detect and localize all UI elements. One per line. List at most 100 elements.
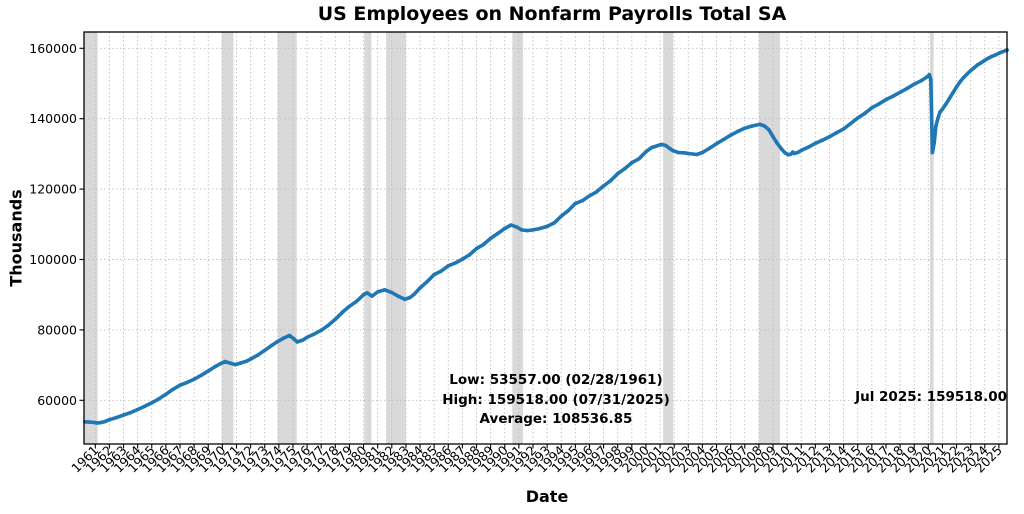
data-point-marker: [514, 225, 519, 229]
data-point-marker: [587, 194, 592, 198]
data-point-marker: [827, 134, 832, 139]
data-point-marker: [171, 387, 175, 392]
data-point-marker: [884, 97, 888, 102]
data-point-marker: [813, 141, 818, 146]
data-point-marker: [972, 65, 976, 70]
data-point-marker: [958, 79, 962, 84]
data-point-marker: [135, 407, 140, 412]
recession-band: [512, 32, 523, 444]
data-point-marker: [594, 190, 599, 194]
data-point-marker: [728, 133, 733, 137]
data-point-marker: [912, 82, 916, 86]
data-point-marker: [682, 151, 686, 155]
data-point-marker: [291, 336, 296, 341]
recession-band: [277, 32, 297, 444]
data-point-marker: [281, 336, 285, 341]
data-point-marker: [192, 377, 196, 382]
data-point-marker: [326, 323, 331, 328]
x-axis-label: Date: [525, 487, 569, 506]
data-point-marker: [432, 272, 436, 277]
data-point-marker: [114, 415, 119, 420]
data-point-marker: [898, 90, 902, 95]
data-point-marker: [390, 290, 394, 295]
data-point-marker: [301, 338, 305, 342]
data-point-marker: [986, 56, 991, 60]
data-point-marker: [333, 317, 338, 322]
data-point-marker: [439, 269, 444, 273]
data-point-marker: [275, 340, 279, 344]
data-point-marker: [509, 223, 513, 227]
recession-band: [386, 32, 406, 444]
data-point-marker: [954, 85, 959, 89]
data-point-marker: [841, 127, 846, 131]
data-point-marker: [975, 63, 980, 67]
data-point-marker: [418, 286, 422, 290]
data-point-marker: [199, 373, 203, 378]
data-point-marker: [671, 148, 675, 153]
data-point-marker: [891, 94, 895, 98]
data-point-marker: [735, 129, 740, 134]
data-point-marker: [531, 228, 535, 232]
data-point-marker: [580, 198, 585, 203]
data-point-marker: [834, 131, 839, 135]
data-point-marker: [248, 357, 253, 361]
data-point-marker: [397, 294, 401, 299]
recession-band: [364, 32, 372, 444]
data-point-marker: [87, 420, 92, 424]
data-point-marker: [721, 137, 726, 142]
data-point-marker: [287, 333, 292, 338]
data-point-marker: [919, 78, 923, 83]
data-point-marker: [255, 353, 260, 358]
data-point-marker: [488, 236, 493, 241]
data-point-marker: [795, 150, 800, 155]
data-point-marker: [573, 201, 578, 206]
data-point-marker: [340, 310, 345, 315]
recession-band: [84, 32, 98, 444]
data-point-marker: [750, 124, 754, 128]
y-tick-label: 100000: [29, 252, 77, 267]
y-tick-label: 160000: [29, 41, 77, 56]
data-point-marker: [806, 145, 811, 149]
recession-band: [663, 32, 674, 444]
data-point-marker: [783, 151, 787, 155]
data-point-marker: [714, 141, 719, 146]
data-point-marker: [238, 361, 243, 365]
stats-low-line: Low: 53557.00 (02/28/1961): [449, 372, 663, 388]
data-point-marker: [312, 332, 316, 336]
data-point-marker: [98, 420, 102, 425]
data-point-marker: [668, 146, 672, 151]
data-point-marker: [481, 242, 486, 247]
data-point-marker: [799, 148, 803, 153]
data-point-marker: [495, 231, 500, 236]
recession-band: [758, 32, 781, 444]
data-point-marker: [460, 257, 465, 262]
data-point-marker: [944, 102, 948, 106]
y-axis-label: Thousands: [6, 189, 26, 287]
data-point-marker: [244, 359, 249, 364]
data-point-marker: [930, 150, 935, 155]
stats-high-line: High: 159518.00 (07/31/2025): [442, 391, 670, 408]
data-point-marker: [762, 124, 767, 128]
data-point-marker: [361, 292, 366, 297]
data-point-marker: [936, 116, 940, 121]
data-point-marker: [663, 143, 668, 148]
data-point-marker: [792, 151, 796, 156]
data-point-marker: [659, 142, 664, 147]
data-point-marker: [128, 410, 133, 415]
data-point-marker: [552, 221, 556, 225]
recession-band: [929, 32, 934, 444]
data-point-marker: [938, 110, 942, 114]
data-point-marker: [382, 288, 387, 292]
data-point-marker: [262, 348, 267, 353]
data-point-marker: [855, 116, 860, 120]
data-point-marker: [403, 297, 407, 302]
data-point-marker: [95, 421, 99, 425]
y-tick-label: 80000: [37, 322, 77, 337]
data-point-marker: [305, 335, 309, 340]
data-point-marker: [566, 208, 571, 213]
data-point-marker: [347, 304, 352, 309]
data-point-marker: [951, 90, 955, 95]
data-point-marker: [686, 151, 691, 156]
data-point-marker: [474, 246, 479, 251]
